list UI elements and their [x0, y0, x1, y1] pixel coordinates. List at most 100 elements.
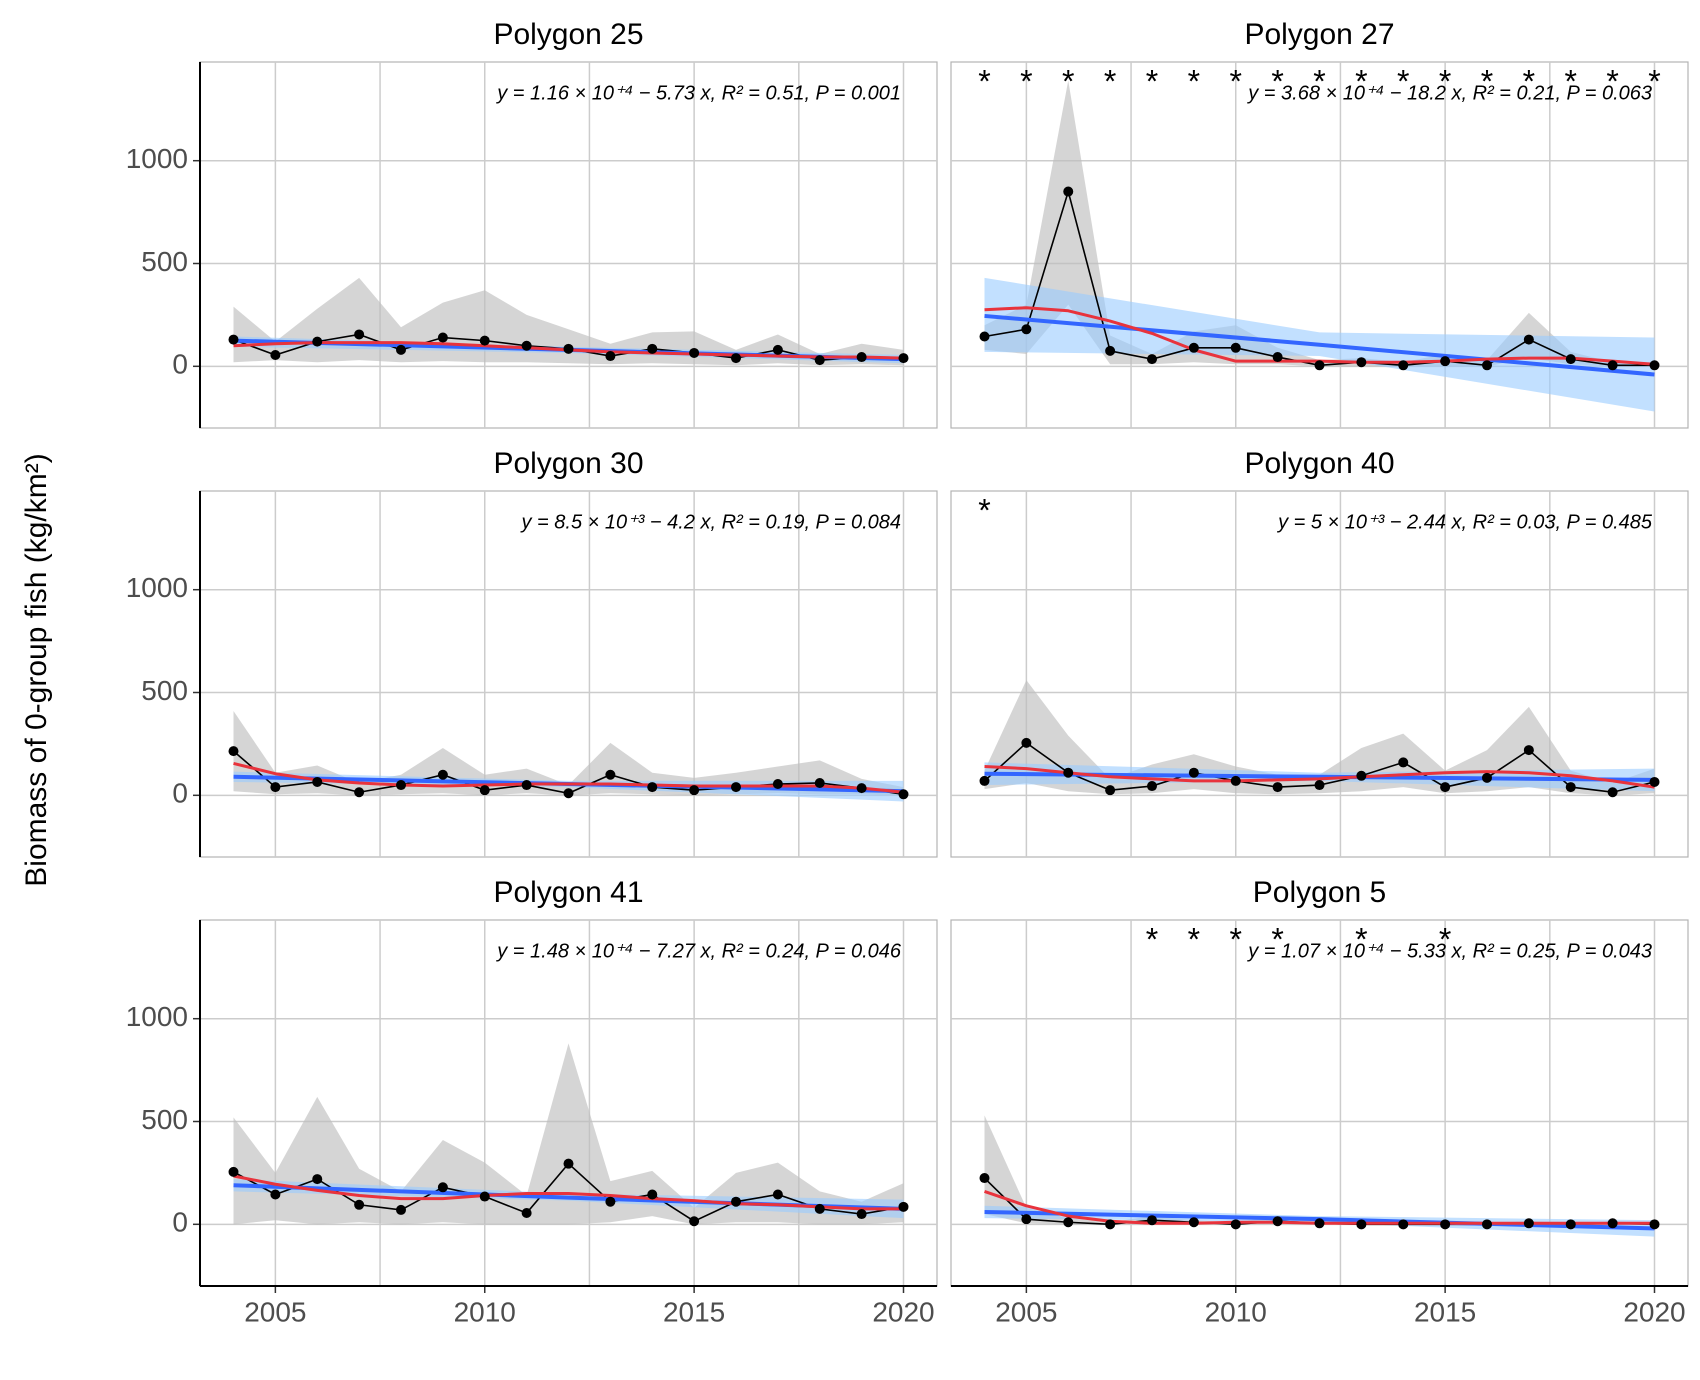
x-tick-label: 2020 [1623, 1296, 1685, 1327]
x-tick-label: 2010 [454, 1296, 516, 1327]
point [1607, 360, 1618, 371]
equation: y = 8.5 × 10⁺³ − 4.2 x, R² = 0.19, P = 0… [520, 511, 902, 533]
significance-star: * [1565, 63, 1577, 99]
point [396, 344, 406, 355]
significance-star: * [1188, 63, 1200, 99]
point [772, 344, 783, 355]
point [1649, 776, 1660, 787]
y-tick-label: 500 [141, 1104, 188, 1135]
point [1063, 186, 1074, 197]
point [354, 329, 365, 340]
point [479, 1191, 490, 1202]
point [647, 1189, 658, 1200]
point [1147, 1215, 1157, 1226]
smooth-line [233, 761, 904, 794]
equation: y = 1.16 × 10⁺⁴ − 5.73 x, R² = 0.51, P =… [495, 82, 901, 104]
panel-border [950, 490, 1689, 858]
significance-star: * [978, 492, 990, 528]
significance-star: * [1104, 63, 1116, 99]
point [563, 343, 574, 354]
equation: y = 5 × 10⁺³ − 2.44 x, R² = 0.03, P = 0.… [1276, 511, 1653, 533]
x-tick-label: 2015 [663, 1296, 725, 1327]
point [898, 789, 909, 800]
significance-star: * [1146, 63, 1158, 99]
point [1314, 360, 1325, 371]
point [1021, 737, 1032, 748]
significance-star: * [1355, 921, 1367, 957]
point [731, 782, 741, 793]
point [1272, 782, 1283, 793]
point [1482, 360, 1492, 371]
panel-border [199, 61, 938, 429]
point [1523, 334, 1534, 345]
point [1523, 1218, 1534, 1229]
point [396, 1204, 406, 1215]
point [689, 1216, 700, 1227]
ci-band [984, 680, 1655, 796]
point [312, 776, 323, 787]
point [1356, 770, 1367, 781]
point [731, 1196, 741, 1207]
point [1314, 780, 1325, 791]
point [1272, 1216, 1283, 1227]
panel-title: Polygon 5 [1253, 876, 1386, 909]
significance-star: * [1397, 63, 1409, 99]
significance-star: * [1355, 63, 1367, 99]
point [1105, 785, 1116, 796]
significance-star: * [1481, 63, 1493, 99]
point [1188, 342, 1199, 353]
y-tick-label: 500 [141, 246, 188, 277]
y-tick-label: 0 [172, 778, 188, 809]
significance-star: * [1271, 921, 1283, 957]
point [1147, 781, 1157, 792]
point [270, 782, 281, 793]
point [312, 1174, 323, 1185]
significance-star: * [1439, 63, 1451, 99]
point [1063, 767, 1074, 778]
significance-star: * [1648, 63, 1660, 99]
point [354, 1199, 365, 1210]
point [1440, 782, 1451, 793]
point [1607, 787, 1618, 798]
y-tick-label: 1000 [126, 572, 188, 603]
y-tick-label: 0 [172, 1207, 188, 1238]
point [312, 336, 323, 347]
point [1188, 767, 1199, 778]
panel-title: Polygon 27 [1244, 18, 1394, 51]
point [814, 355, 825, 366]
x-tick-label: 2010 [1205, 1296, 1267, 1327]
point [814, 777, 825, 788]
point [605, 1196, 616, 1207]
point [1356, 357, 1367, 368]
point [479, 785, 490, 796]
panel-border [199, 490, 938, 858]
point [1230, 342, 1241, 353]
point [814, 1203, 825, 1214]
y-tick-label: 1000 [126, 1001, 188, 1032]
significance-star: * [1271, 63, 1283, 99]
point [437, 769, 448, 780]
point [647, 782, 658, 793]
point [1649, 360, 1660, 371]
point [1649, 1219, 1660, 1230]
point [1440, 356, 1451, 367]
point [228, 1166, 239, 1177]
point [605, 351, 616, 362]
point [1063, 1217, 1074, 1228]
point [856, 352, 867, 363]
point [1523, 745, 1534, 756]
point [731, 353, 741, 364]
point [979, 1173, 990, 1184]
x-tick-label: 2015 [1414, 1296, 1476, 1327]
smooth-line [233, 1174, 904, 1211]
smooth-line [984, 765, 1655, 789]
significance-star: * [1188, 921, 1200, 957]
point [1565, 782, 1576, 793]
point [1230, 1219, 1241, 1230]
y-axis-label: Biomass of 0-group fish (kg/km²) [20, 453, 53, 886]
significance-star: * [1146, 921, 1158, 957]
point [563, 788, 574, 799]
significance-star: * [978, 63, 990, 99]
